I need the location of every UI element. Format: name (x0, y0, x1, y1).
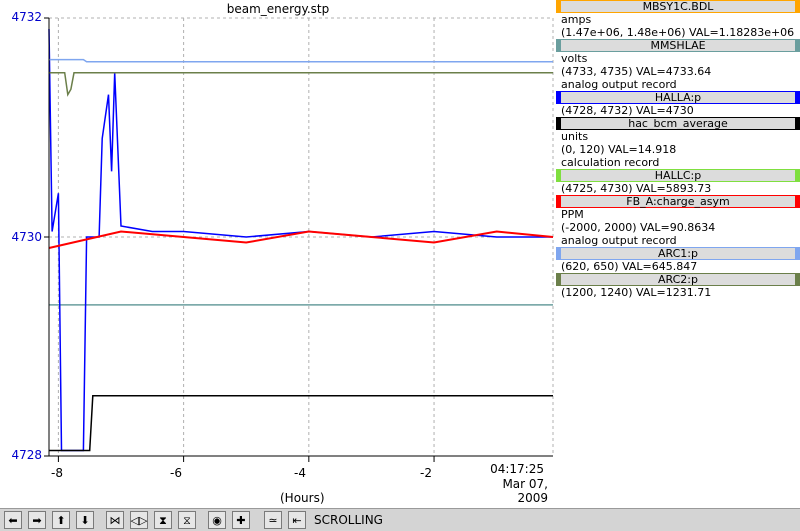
arrow-down-icon: ⬇ (80, 513, 90, 527)
plot-area[interactable] (0, 0, 556, 508)
tick-mark-layer (44, 17, 435, 462)
legend-units: volts (561, 52, 588, 65)
y-tick-label: 4730 (11, 230, 42, 244)
current-date-label: Mar 07, 2009 (502, 477, 548, 505)
series-line-arc2-p (49, 72, 553, 97)
legend-range-value: (4725, 4730) VAL=5893.73 (561, 182, 712, 195)
legend-channel-bar[interactable]: FB_A:charge_asym (556, 195, 800, 208)
legend-range-value: (0, 120) VAL=14.918 (561, 143, 677, 156)
legend-units: PPM (561, 208, 584, 221)
legend-entry-mbsy1c-bdl[interactable]: MBSY1C.BDL amps (1.47e+06, 1.48e+06) VAL… (556, 0, 800, 39)
x-tick-label: -6 (170, 466, 182, 480)
chart-title: beam_energy.stp (226, 2, 330, 16)
legend-record-type: analog output record (561, 234, 677, 247)
legend-range-value: (-2000, 2000) VAL=90.8634 (561, 221, 716, 234)
scroll-mode-button[interactable]: ⇤ (288, 511, 306, 529)
legend-channel-bar[interactable]: HALLA:p (556, 91, 800, 104)
reset-button[interactable]: ◉ (208, 511, 226, 529)
series-line-hac-bcm-average (49, 395, 553, 452)
legend-channel-bar[interactable]: HALLC:p (556, 169, 800, 182)
legend-panel: MBSY1C.BDL amps (1.47e+06, 1.48e+06) VAL… (556, 0, 800, 299)
autoscale-icon: ≃ (268, 513, 278, 527)
legend-entry-hac-bcm-average[interactable]: hac_bcm_average units (0, 120) VAL=14.91… (556, 117, 800, 169)
arrow-right-icon: ➡ (32, 513, 42, 527)
legend-range-value: (4728, 4732) VAL=4730 (561, 104, 694, 117)
x-tick-label: -4 (294, 466, 306, 480)
legend-channel-bar[interactable]: hac_bcm_average (556, 117, 800, 130)
x-axis-unit-label: (Hours) (280, 491, 325, 505)
zoom-out-y-icon: ⧖ (183, 513, 191, 527)
pan-right-button[interactable]: ➡ (28, 511, 46, 529)
scroll-icon: ⇤ (292, 513, 302, 527)
series-line-fb-a-charge-asym (48, 230, 554, 249)
status-text: SCROLLING (314, 513, 383, 527)
zoom-out-x-icon: ◁▷ (130, 513, 148, 527)
legend-channel-bar[interactable]: MBSY1C.BDL (556, 0, 800, 13)
arrow-left-icon: ⬅ (8, 513, 18, 527)
legend-entry-mmshlae[interactable]: MMSHLAE volts (4733, 4735) VAL=4733.64 a… (556, 39, 800, 91)
legend-units: amps (561, 13, 592, 26)
legend-channel-bar[interactable]: ARC2:p (556, 273, 800, 286)
legend-channel-bar[interactable]: MMSHLAE (556, 39, 800, 52)
legend-entry-hallc-p[interactable]: HALLC:p (4725, 4730) VAL=5893.73 (556, 169, 800, 195)
legend-entry-arc1-p[interactable]: ARC1:p (620, 650) VAL=645.847 (556, 247, 800, 273)
legend-entry-halla-p[interactable]: HALLA:p (4728, 4732) VAL=4730 (556, 91, 800, 117)
zoom-in-x-icon: ⋈ (109, 513, 121, 527)
autoscale-button[interactable]: ≃ (264, 511, 282, 529)
legend-range-value: (4733, 4735) VAL=4733.64 (561, 65, 712, 78)
add-button[interactable]: ✚ (232, 511, 250, 529)
arrow-up-icon: ⬆ (56, 513, 66, 527)
pan-down-button[interactable]: ⬇ (76, 511, 94, 529)
legend-range-value: (620, 650) VAL=645.847 (561, 260, 698, 273)
y-tick-label: 4732 (11, 10, 42, 24)
series-layer (48, 28, 554, 452)
legend-units: units (561, 130, 589, 143)
pan-left-button[interactable]: ⬅ (4, 511, 22, 529)
legend-range-value: (1200, 1240) VAL=1231.71 (561, 286, 712, 299)
legend-record-type: analog output record (561, 78, 677, 91)
y-tick-label: 4728 (11, 448, 42, 462)
zoom-in-y-button[interactable]: ⧗ (154, 511, 172, 529)
plus-icon: ✚ (236, 513, 246, 527)
x-tick-label: -2 (420, 466, 432, 480)
series-line-arc1-p (49, 58, 553, 63)
zoom-out-y-button[interactable]: ⧖ (178, 511, 196, 529)
toolbar: ⬅ ➡ ⬆ ⬇ ⋈ ◁▷ ⧗ ⧖ ◉ ✚ ≃ ⇤ SCROLLING (0, 508, 800, 531)
pan-up-button[interactable]: ⬆ (52, 511, 70, 529)
current-time-label: 04:17:25 (490, 462, 544, 476)
legend-channel-bar[interactable]: ARC1:p (556, 247, 800, 260)
legend-entry-fb-a-charge-asym[interactable]: FB_A:charge_asym PPM (-2000, 2000) VAL=9… (556, 195, 800, 247)
legend-entry-arc2-p[interactable]: ARC2:p (1200, 1240) VAL=1231.71 (556, 273, 800, 299)
legend-range-value: (1.47e+06, 1.48e+06) VAL=1.18283e+06 (561, 26, 795, 39)
reset-icon: ◉ (212, 513, 222, 527)
x-tick-label: -8 (51, 466, 63, 480)
legend-record-type: calculation record (561, 156, 660, 169)
zoom-in-x-button[interactable]: ⋈ (106, 511, 124, 529)
zoom-out-x-button[interactable]: ◁▷ (130, 511, 148, 529)
zoom-in-y-icon: ⧗ (159, 513, 167, 527)
